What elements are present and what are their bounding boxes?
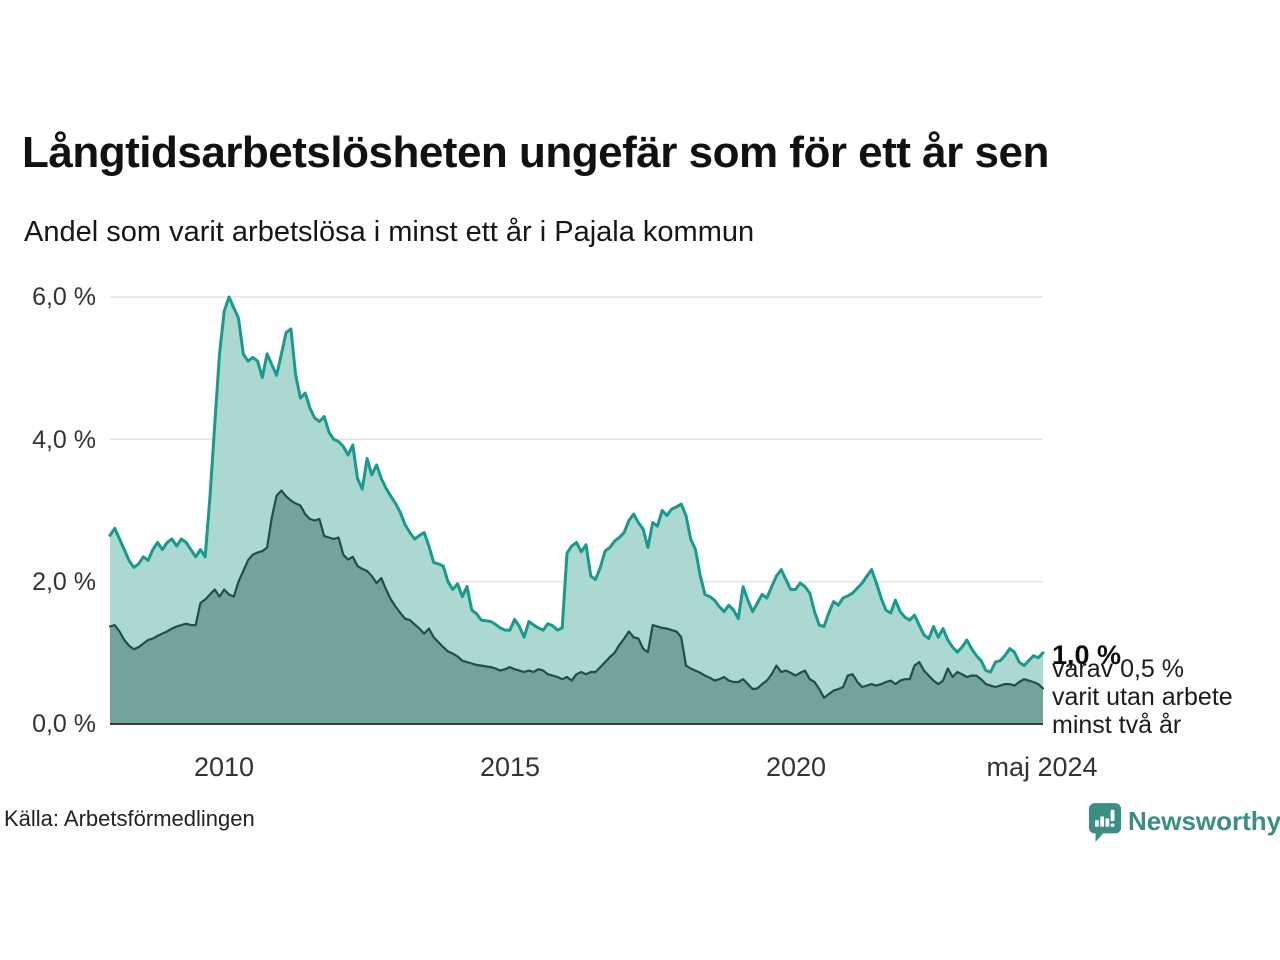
series-subset-line (108, 489, 1045, 699)
source-credit: Källa: Arbetsförmedlingen (4, 806, 255, 831)
latest-subset-annotation: varav 0,5 % varit utan arbete minst två … (1052, 655, 1233, 739)
latest-subset-line2: varit utan arbete (1052, 683, 1233, 711)
x-axis-tick-label: 2020 (765, 752, 827, 782)
page-title: Långtidsarbetslösheten ungefär som för e… (22, 128, 1049, 177)
y-axis-tick-label: 2,0 % (32, 568, 96, 596)
x-axis-tick-label: 2010 (193, 752, 255, 782)
latest-subset-line1: varav 0,5 % (1052, 655, 1185, 683)
y-axis-tick-label: 0,0 % (32, 710, 96, 738)
chart-subtitle: Andel som varit arbetslösa i minst ett å… (24, 216, 755, 248)
y-axis-tick-label: 4,0 % (32, 426, 96, 454)
series-total-line (108, 295, 1045, 674)
newsworthy-speech-bubble-bar-chart-icon (1088, 803, 1122, 842)
newsworthy-wordmark: Newsworthy (1128, 806, 1280, 836)
series-subset-area (110, 490, 1043, 724)
y-axis-tick-label: 6,0 % (32, 283, 96, 311)
latest-subset-line3: minst två år (1052, 711, 1182, 739)
x-axis-tick-label: 2015 (479, 752, 541, 782)
latest-total-value-label: 1,0 % (1052, 640, 1122, 670)
x-axis-tick-label: maj 2024 (986, 752, 1098, 782)
